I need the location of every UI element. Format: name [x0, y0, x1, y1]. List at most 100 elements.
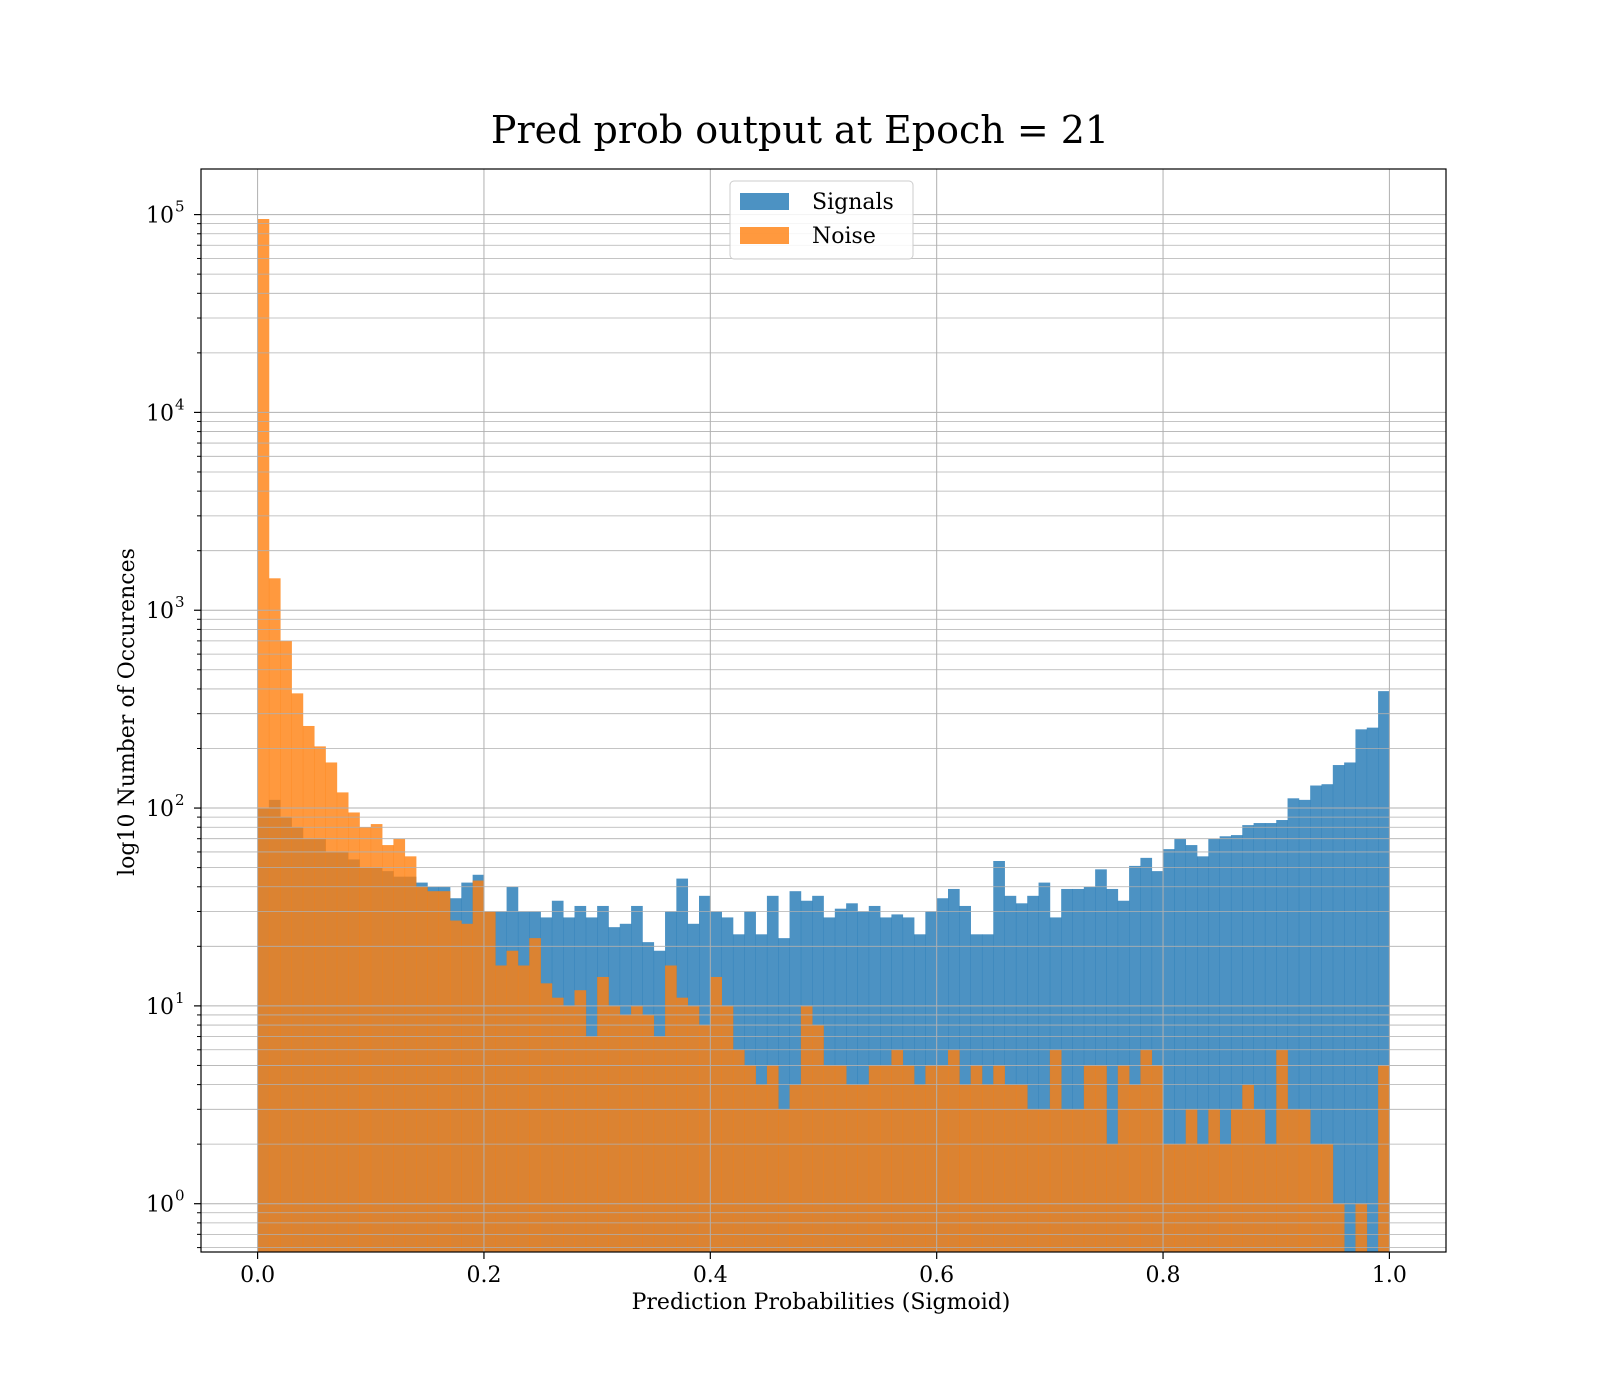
y-tick-exponent: 4 [175, 395, 185, 413]
signals-bar [1355, 729, 1368, 1252]
signals-bar [778, 938, 790, 1252]
noise-bar [721, 1005, 734, 1252]
noise-bar [1072, 1109, 1085, 1252]
noise-bar [1253, 1109, 1266, 1252]
noise-bar [744, 1065, 756, 1252]
y-tick-label: 10 [146, 995, 174, 1020]
noise-bar [868, 1065, 881, 1252]
y-tick-label: 10 [146, 1193, 174, 1218]
noise-bar [597, 976, 609, 1252]
noise-bar [619, 1014, 632, 1252]
signals-bar [1038, 882, 1051, 1252]
noise-bar [359, 827, 372, 1252]
noise-bar [665, 965, 677, 1252]
x-tick-label: 1.0 [1372, 1263, 1407, 1288]
signals-bar [1230, 835, 1243, 1252]
noise-bar [1004, 1084, 1017, 1252]
noise-bar [574, 990, 587, 1252]
noise-bar [1298, 1109, 1311, 1252]
signals-bar [1072, 888, 1085, 1252]
signals-bar [789, 891, 802, 1252]
noise-bar [404, 856, 417, 1252]
noise-bar [902, 1065, 915, 1252]
noise-bar [370, 824, 383, 1252]
chart-title: Pred prob output at Epoch = 21 [491, 108, 1109, 152]
noise-bar [257, 219, 270, 1252]
signals-bar [1276, 820, 1288, 1252]
noise-bar [1310, 1144, 1322, 1252]
noise-bar [993, 1065, 1005, 1252]
plot-frame [200, 168, 1447, 1253]
noise-bar [529, 938, 541, 1252]
noise-bar [382, 845, 394, 1252]
noise-bar [1015, 1084, 1028, 1252]
signals-bar [1310, 785, 1322, 1252]
noise-bar [1242, 1084, 1254, 1252]
noise-bar [1027, 1109, 1039, 1252]
y-tick-exponent: 0 [175, 1187, 185, 1205]
x-tick-label: 0.2 [466, 1263, 501, 1288]
y-tick-exponent: 5 [175, 198, 185, 216]
noise-bar [948, 1049, 960, 1252]
noise-bar [789, 1084, 802, 1252]
noise-bar [778, 1109, 790, 1252]
y-tick-exponent: 1 [175, 989, 185, 1007]
noise-bar [461, 923, 473, 1252]
signals-bar [1344, 762, 1356, 1252]
legend-swatch-signals [740, 193, 789, 210]
signals-bar [1332, 765, 1345, 1252]
x-tick-label: 0.6 [919, 1263, 954, 1288]
noise-bar [880, 1065, 892, 1252]
x-axis-label: Prediction Probabilities (Sigmoid) [632, 1290, 1011, 1315]
noise-bar [936, 1065, 949, 1252]
noise-bar [970, 1065, 983, 1252]
noise-bar [506, 950, 519, 1252]
noise-bar [438, 891, 451, 1252]
noise-bar [302, 725, 315, 1252]
legend: Signals Noise [729, 180, 914, 260]
x-tick-label: 0.8 [1146, 1263, 1181, 1288]
noise-bar [472, 880, 485, 1252]
noise-bar [699, 1025, 711, 1252]
noise-bar [800, 1005, 813, 1252]
signals-bar [1321, 784, 1334, 1252]
signals-bar [1185, 845, 1198, 1252]
signals-bar [1208, 838, 1220, 1252]
x-tick-label: 0.4 [693, 1263, 728, 1288]
noise-bar [416, 886, 428, 1252]
noise-bar [314, 746, 326, 1252]
noise-bar [1106, 1144, 1119, 1252]
noise-bar [812, 1025, 824, 1252]
noise-bar [1287, 1109, 1300, 1252]
noise-bar [608, 1005, 621, 1252]
noise-bar [1140, 1049, 1153, 1252]
noise-bar [1038, 1109, 1051, 1252]
noise-bar [1208, 1109, 1220, 1252]
noise-bar [551, 997, 564, 1252]
signals-bar [1366, 727, 1379, 1252]
y-tick-exponent: 3 [175, 593, 185, 611]
noise-bar [393, 838, 406, 1252]
signals-bar [959, 905, 971, 1252]
signals-bar [993, 861, 1005, 1252]
legend-label-noise: Noise [812, 224, 876, 249]
noise-bar [517, 965, 530, 1252]
y-tick-label: 10 [146, 204, 174, 229]
noise-bar [325, 762, 338, 1252]
x-axis-ticks: 0.0 0.2 0.4 0.6 0.8 1.0 [240, 1252, 1407, 1288]
signals-bar [1027, 895, 1039, 1252]
signals-bar [1061, 888, 1073, 1252]
noise-bar [495, 965, 507, 1252]
noise-bar [676, 997, 689, 1252]
noise-bar [846, 1084, 858, 1252]
noise-bar [1163, 1144, 1175, 1252]
y-tick-label: 10 [146, 599, 174, 624]
noise-bar [732, 1049, 745, 1252]
signals-bar [857, 911, 870, 1252]
noise-bar [291, 693, 304, 1252]
y-tick-label: 10 [146, 797, 174, 822]
noise-bar [914, 1084, 926, 1252]
noise-bar [483, 911, 496, 1252]
signals-bar [1151, 871, 1164, 1252]
signals-bar [1253, 823, 1266, 1252]
